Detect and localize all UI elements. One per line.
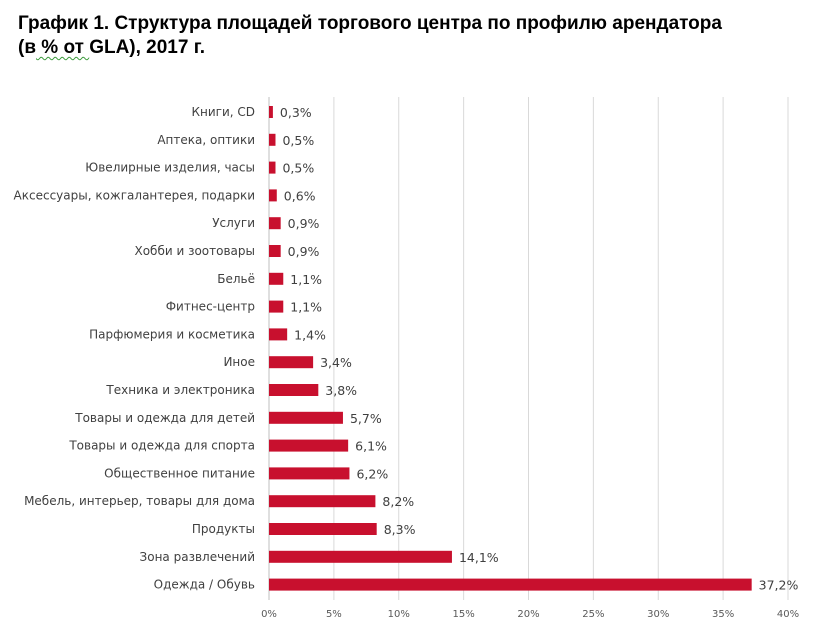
chart-title: График 1. Структура площадей торгового ц… xyxy=(18,12,808,60)
x-tick-label: 40% xyxy=(777,609,799,620)
category-label: Аксессуары, кожгалантерея, подарки xyxy=(14,188,255,202)
data-label: 5,7% xyxy=(350,411,382,426)
data-label: 0,9% xyxy=(288,244,320,259)
data-label: 0,3% xyxy=(280,105,312,120)
bar xyxy=(269,189,277,202)
chart-title-prefix: (в xyxy=(18,37,37,58)
data-label: 8,2% xyxy=(382,494,414,509)
data-label: 0,5% xyxy=(282,161,314,176)
category-label: Бельё xyxy=(217,272,255,286)
data-label: 3,4% xyxy=(320,355,352,370)
x-tick-label: 30% xyxy=(647,609,669,620)
category-label: Мебель, интерьер, товары для дома xyxy=(24,494,255,508)
bar xyxy=(269,495,376,508)
bar xyxy=(269,467,350,480)
category-label: Услуги xyxy=(212,216,255,230)
category-label: Продукты xyxy=(192,522,255,536)
category-label: Парфюмерия и косметика xyxy=(89,327,255,341)
data-label: 1,1% xyxy=(290,300,322,315)
x-tick-label: 0% xyxy=(261,609,277,620)
bar xyxy=(269,133,276,146)
data-label: 1,4% xyxy=(294,327,326,342)
data-label: 14,1% xyxy=(459,550,499,565)
bar xyxy=(269,550,452,563)
bar xyxy=(269,245,281,257)
data-label: 8,3% xyxy=(384,522,416,537)
data-label: 1,1% xyxy=(290,272,322,287)
category-label: Хобби и зоотовары xyxy=(134,244,255,258)
bar xyxy=(269,328,288,341)
x-tick-label: 25% xyxy=(582,609,604,620)
category-label: Одежда / Обувь xyxy=(154,578,255,592)
bar xyxy=(269,578,752,591)
bar xyxy=(269,217,281,230)
data-label: 0,6% xyxy=(284,188,316,203)
data-label: 6,1% xyxy=(355,439,387,454)
bar xyxy=(269,106,273,118)
bar xyxy=(269,439,349,452)
chart-title-line-1: График 1. Структура площадей торгового ц… xyxy=(18,13,722,34)
category-label: Фитнес-центр xyxy=(166,300,255,314)
chart-title-suffix: GLA), 2017 г. xyxy=(89,37,206,58)
data-label: 6,2% xyxy=(356,466,388,481)
data-label: 37,2% xyxy=(759,578,799,593)
data-label: 3,8% xyxy=(325,383,357,398)
category-label: Книги, CD xyxy=(191,105,255,119)
bar xyxy=(269,411,343,424)
category-label: Зона развлечений xyxy=(140,550,255,564)
bar xyxy=(269,384,319,396)
category-label: Иное xyxy=(223,355,255,369)
x-tick-label: 20% xyxy=(517,609,539,620)
bar xyxy=(269,356,314,369)
category-label: Товары и одежда для спорта xyxy=(68,439,255,453)
bar xyxy=(269,300,284,313)
category-label: Общественное питание xyxy=(104,466,255,480)
chart-title-line-2: (в % от GLA), 2017 г. xyxy=(18,36,808,60)
category-label: Техника и электроника xyxy=(105,383,255,397)
bar xyxy=(269,272,284,285)
data-label: 0,9% xyxy=(288,216,320,231)
x-tick-label: 35% xyxy=(712,609,734,620)
x-tick-label: 10% xyxy=(388,609,410,620)
category-label: Ювелирные изделия, часы xyxy=(85,161,255,175)
bar xyxy=(269,161,276,174)
category-label: Аптека, оптики xyxy=(157,133,255,147)
x-tick-label: 15% xyxy=(453,609,475,620)
x-tick-label: 5% xyxy=(326,609,342,620)
data-label: 0,5% xyxy=(282,133,314,148)
bar xyxy=(269,523,377,535)
spellcheck-underlined-text: % от xyxy=(36,37,90,58)
category-label: Товары и одежда для детей xyxy=(74,411,255,425)
